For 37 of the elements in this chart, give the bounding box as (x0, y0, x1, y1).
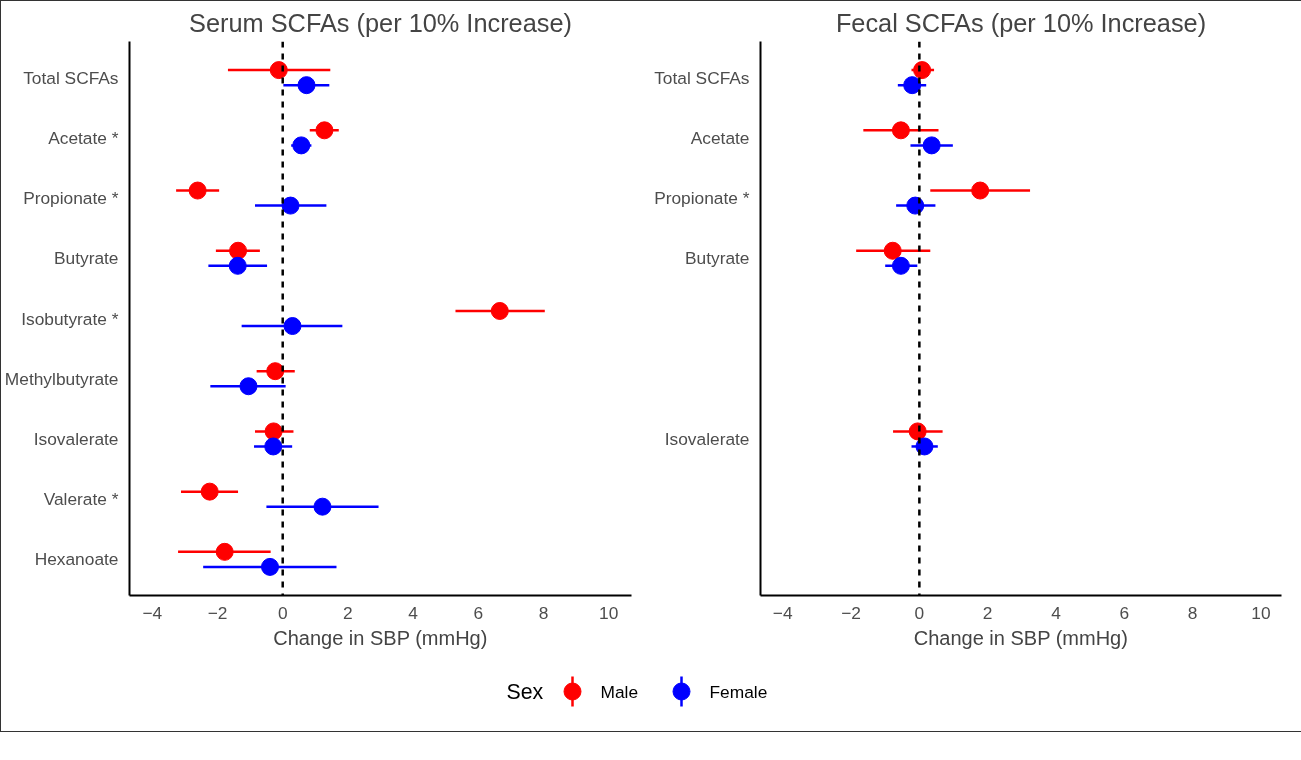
x-tick-label: 2 (982, 602, 993, 623)
y-tick-label: Propionate * (23, 188, 119, 209)
legend-label: Male (600, 681, 639, 702)
x-tick-label: 8 (538, 602, 549, 623)
chart-title: Fecal SCFAs (per 10% Increase) (835, 8, 1207, 37)
y-tick-label: Isobutyrate * (21, 308, 119, 329)
x-tick-label: −4 (772, 602, 793, 623)
x-tick-label: 4 (1051, 602, 1062, 623)
x-tick-label: 10 (1251, 602, 1271, 623)
x-tick-label: −2 (841, 602, 861, 623)
y-tick-label: Methylbutyrate (4, 368, 119, 389)
x-tick-label: 10 (599, 602, 619, 623)
y-tick-label: Isovalerate (664, 428, 750, 449)
x-axis-title: Change in SBP (mmHg) (913, 626, 1128, 649)
y-tick-label: Isovalerate (33, 428, 119, 449)
x-tick-label: 4 (408, 602, 419, 623)
y-tick-label: Total SCFAs (23, 67, 119, 88)
x-axis-title: Change in SBP (mmHg) (273, 626, 488, 649)
x-tick-label: 0 (277, 602, 288, 623)
x-tick-label: 2 (343, 602, 353, 623)
y-tick-label: Valerate * (43, 489, 119, 510)
y-tick-label: Acetate * (48, 127, 119, 148)
x-tick-label: −4 (142, 602, 163, 623)
y-tick-label: Butyrate (53, 248, 119, 269)
x-tick-label: −2 (207, 602, 228, 623)
y-tick-label: Butyrate (684, 248, 750, 269)
y-tick-label: Hexanoate (34, 549, 119, 570)
chart-title: Serum SCFAs (per 10% Increase) (189, 8, 572, 37)
legend-label: Female (709, 681, 768, 702)
y-tick-label: Total SCFAs (654, 67, 750, 88)
x-tick-label: 8 (1187, 602, 1198, 623)
y-tick-label: Acetate (690, 127, 750, 148)
legend-title: Sex (506, 679, 544, 704)
x-tick-label: 0 (914, 602, 925, 623)
y-tick-label: Propionate * (654, 188, 750, 209)
x-tick-label: 6 (1119, 602, 1130, 623)
x-tick-label: 6 (473, 602, 484, 623)
